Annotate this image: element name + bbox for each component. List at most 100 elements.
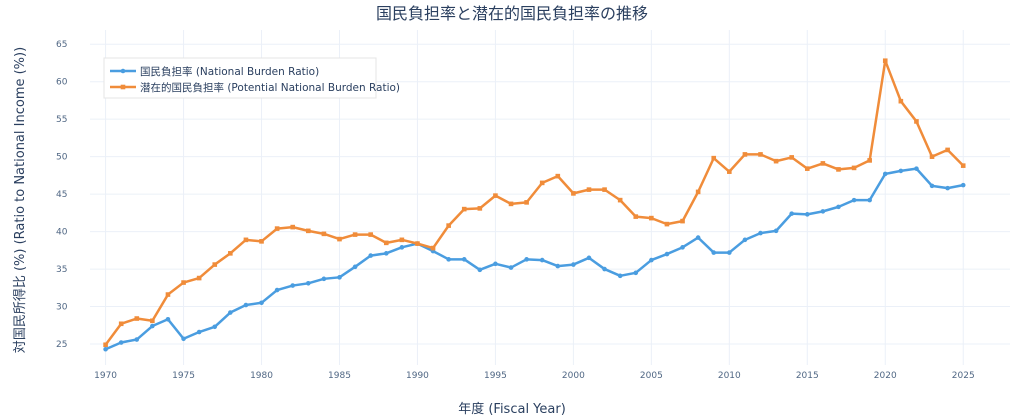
data-point: [617, 273, 623, 279]
x-tick-label: 2020: [874, 371, 897, 381]
data-point: [851, 197, 857, 203]
data-point: [150, 318, 155, 324]
legend-marker: [120, 84, 126, 90]
series-lines: [103, 58, 966, 352]
data-point: [820, 209, 826, 214]
data-point: [602, 187, 607, 192]
grid: [90, 30, 1010, 365]
data-point: [508, 265, 514, 270]
series-line-1: [105, 167, 964, 351]
y-tick-label: 40: [56, 228, 68, 238]
x-tick-label: 2000: [562, 371, 585, 381]
x-tick-label: 1970: [94, 371, 117, 381]
data-point: [960, 163, 966, 168]
data-point: [804, 166, 810, 171]
data-point: [243, 302, 249, 308]
data-point: [493, 261, 498, 267]
data-point: [664, 251, 670, 257]
data-point: [290, 224, 296, 230]
data-point: [649, 215, 654, 221]
legend[interactable]: 国民負担率 (National Burden Ratio) 潜在的国民負担率 (P…: [103, 57, 400, 99]
data-point: [103, 346, 108, 352]
axis-ticks: 1970 1975 1980 1985 1990 1995 2000 2005 2010 2015…: [56, 40, 975, 381]
y-tick-label: 55: [56, 115, 67, 125]
data-point: [274, 226, 280, 231]
data-point: [555, 263, 561, 269]
x-tick-label: 2010: [718, 371, 741, 381]
data-point: [898, 98, 904, 104]
data-point: [274, 287, 280, 293]
data-point: [228, 251, 233, 256]
data-point: [664, 221, 670, 227]
y-tick-label: 35: [56, 265, 67, 275]
data-point: [508, 201, 514, 207]
data-point: [212, 262, 218, 267]
data-point: [383, 251, 389, 256]
data-point: [290, 283, 296, 288]
data-point: [742, 237, 748, 243]
data-point: [633, 270, 639, 276]
data-point: [602, 266, 607, 272]
data-point: [477, 206, 483, 211]
data-point: [758, 152, 763, 157]
data-point: [929, 183, 935, 189]
data-point: [711, 250, 717, 255]
data-point: [680, 245, 685, 250]
series-line-2: [104, 59, 965, 346]
data-point: [150, 323, 155, 329]
legend-label: 潜在的国民負担率 (Potential National Burden Rati…: [140, 81, 400, 94]
data-point: [633, 214, 639, 219]
data-point: [555, 173, 561, 179]
legend-marker: [120, 68, 126, 74]
x-tick-label: 1975: [172, 371, 195, 381]
data-point: [789, 155, 794, 160]
data-point: [212, 324, 218, 330]
data-point: [493, 193, 498, 198]
data-point: [836, 204, 841, 210]
data-point: [383, 240, 389, 246]
data-point: [337, 275, 342, 280]
data-point: [134, 316, 140, 321]
data-point: [118, 321, 124, 327]
legend-box: [103, 57, 377, 99]
data-point: [914, 119, 919, 124]
data-point: [758, 230, 763, 236]
data-point: [960, 182, 966, 188]
data-point: [259, 300, 264, 306]
data-point: [446, 257, 451, 262]
data-point: [134, 337, 140, 342]
data-point: [571, 262, 576, 267]
data-point: [695, 189, 701, 195]
chart-title: 国民負担率と潜在的国民負担率の推移: [376, 4, 648, 23]
data-point: [773, 158, 779, 164]
data-point: [399, 237, 405, 243]
data-point: [867, 158, 872, 163]
data-point: [461, 257, 467, 262]
y-tick-label: 60: [56, 78, 68, 88]
y-tick-label: 50: [56, 153, 68, 163]
data-point: [524, 200, 529, 205]
data-point: [586, 187, 592, 192]
data-point: [196, 275, 202, 281]
data-point: [181, 336, 186, 342]
data-point: [430, 245, 436, 251]
data-point: [415, 241, 420, 246]
x-tick-label: 1995: [484, 371, 507, 381]
data-point: [789, 211, 794, 216]
data-point: [914, 166, 919, 171]
data-point: [820, 161, 826, 166]
data-point: [836, 167, 841, 172]
y-tick-label: 25: [56, 340, 67, 350]
data-point: [368, 253, 373, 258]
data-point: [321, 276, 327, 282]
data-point: [898, 168, 904, 174]
y-tick-label: 30: [56, 303, 68, 313]
data-point: [306, 228, 311, 234]
data-point: [446, 223, 451, 228]
y-tick-label: 45: [56, 190, 67, 200]
data-point: [617, 197, 623, 203]
data-point: [368, 232, 373, 237]
data-point: [945, 185, 950, 191]
data-point: [882, 171, 888, 177]
